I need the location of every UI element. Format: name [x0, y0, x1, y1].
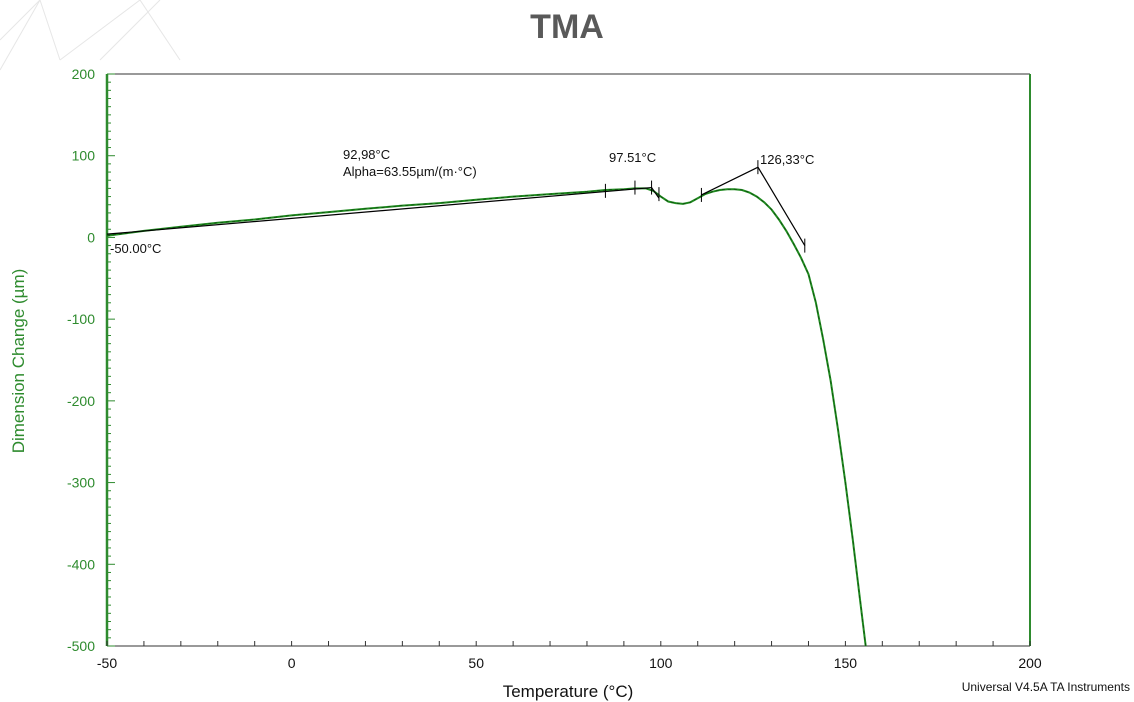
y-tick-label: -200	[67, 393, 95, 409]
y-tick-label: -500	[67, 638, 95, 654]
y-axis-label: Dimension Change (µm)	[9, 269, 28, 454]
series-layer	[106, 187, 867, 647]
tangent-layer	[106, 160, 806, 253]
decoration-line	[0, 0, 41, 41]
tangent-line	[757, 166, 806, 246]
decoration-line	[99, 0, 161, 61]
x-tick-label: 0	[288, 655, 296, 671]
annotation-tg2: 126,33°C	[760, 152, 814, 167]
annotation-layer: -50.00°C 92,98°C Alpha=63.55µm/(m·°C) 97.51…	[110, 147, 814, 256]
x-tick-label: 200	[1018, 655, 1042, 671]
x-tick-label: 150	[834, 655, 858, 671]
plot-frame	[107, 73, 1031, 647]
x-axis: -50 0 50 100 150 200	[97, 641, 1042, 671]
y-tick-label: 0	[87, 229, 95, 245]
y-axis: 200 100 0 -100 -200 -300 -400 -500	[67, 66, 115, 654]
tangent-line	[651, 187, 660, 199]
chart-title: TMA	[530, 8, 604, 46]
annotation-alpha_temp: 92,98°C	[343, 147, 390, 162]
y-tick-label: 100	[72, 148, 96, 164]
background-decoration	[0, 0, 181, 71]
y-tick-label: -100	[67, 311, 95, 327]
decoration-line	[59, 0, 141, 61]
decoration-line	[139, 0, 181, 61]
annotation-tg1: 97.51°C	[609, 150, 656, 165]
y-tick-label: -400	[67, 556, 95, 572]
x-tick-label: 50	[468, 655, 484, 671]
tangent-line	[701, 166, 759, 196]
decoration-line	[39, 0, 61, 61]
x-tick-label: 100	[649, 655, 673, 671]
annotation-alpha_value: Alpha=63.55µm/(m·°C)	[343, 164, 477, 179]
x-axis-label: Temperature (°C)	[503, 682, 634, 701]
tma-curve-overlay	[106, 188, 866, 647]
y-tick-label: 200	[72, 66, 96, 82]
x-tick-label: -50	[97, 655, 117, 671]
tma-curve	[106, 187, 867, 647]
y-tick-label: -300	[67, 475, 95, 491]
decoration-line	[0, 0, 41, 71]
tangent-line	[106, 186, 652, 235]
annotation-onset: -50.00°C	[110, 241, 161, 256]
instrument-footer: Universal V4.5A TA Instruments	[961, 680, 1130, 694]
